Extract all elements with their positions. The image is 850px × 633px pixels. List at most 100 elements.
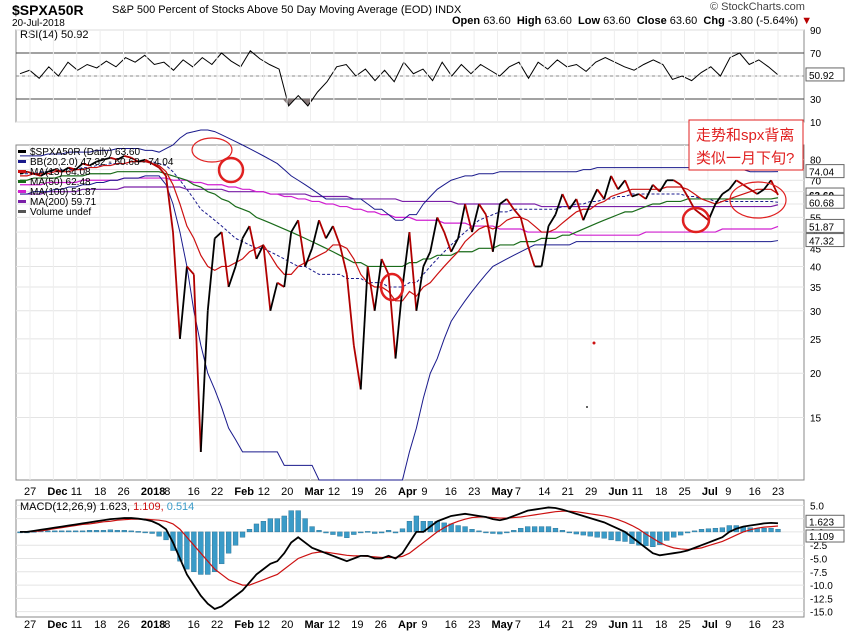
legend-swatch	[18, 180, 26, 183]
price-last-value-label: 47.32	[809, 237, 834, 248]
annotation-circle	[217, 156, 245, 184]
price-segment	[82, 162, 90, 167]
price-segment	[714, 193, 724, 205]
macd-histogram-bar	[163, 531, 169, 541]
chg-down-arrow-icon: ▼	[801, 15, 813, 27]
chart-description: S&P 500 Percent of Stocks Above 50 Day M…	[112, 4, 462, 16]
price-segment	[415, 266, 425, 311]
macd-legend-signal: 1.109,	[133, 501, 167, 513]
price-segment	[478, 203, 487, 216]
price-x-tick-label: 25	[679, 486, 691, 498]
macd-x-tick-label: May	[492, 619, 514, 631]
macd-histogram-bar	[135, 531, 141, 533]
macd-histogram-bar	[323, 531, 329, 534]
macd-histogram-bar	[86, 530, 93, 533]
macd-x-tick-label: 20	[281, 619, 293, 631]
price-segment	[345, 274, 355, 346]
macd-histogram-bar	[52, 530, 58, 533]
price-segment	[192, 274, 202, 452]
price-x-tick-label: 26	[118, 486, 130, 498]
macd-x-tick-label: 12	[328, 619, 340, 631]
open-value: 63.60	[483, 15, 511, 27]
macd-histogram-bar	[295, 510, 301, 533]
macd-histogram-bar	[462, 526, 468, 533]
bb-lower-line	[20, 175, 779, 481]
price-segment	[721, 188, 730, 195]
price-x-tick-label: 19	[351, 486, 363, 498]
price-x-tick-label: 11	[71, 486, 82, 498]
price-last-value-box	[805, 194, 845, 209]
price-segment	[756, 188, 765, 195]
price-x-tick-label: 18	[94, 486, 106, 498]
macd-x-tick-label: 29	[585, 619, 597, 631]
price-tick-label: 35	[810, 283, 822, 294]
macd-histogram-bar	[239, 531, 246, 538]
high-value: 63.60	[544, 15, 572, 27]
price-x-tick-label: Jul	[702, 486, 718, 498]
macd-line	[20, 506, 779, 611]
macd-histogram-bar	[281, 515, 287, 533]
macd-histogram-bar	[72, 530, 79, 533]
ma13-line	[20, 161, 779, 302]
macd-x-tick-label: 14	[538, 619, 550, 631]
price-segment	[693, 208, 703, 216]
price-segment	[659, 179, 668, 193]
macd-histogram-bar	[219, 531, 225, 565]
macd-histogram-bar	[45, 530, 51, 533]
price-segment	[290, 219, 299, 233]
price-segment	[297, 220, 307, 267]
price-segment	[491, 203, 501, 252]
low-value: 63.60	[603, 15, 631, 27]
ohlc-readout: Open 63.60 High 63.60 Low 63.60 Close 63…	[452, 15, 812, 27]
macd-legend-histogram: 0.514	[167, 501, 195, 513]
macd-histogram-bar	[483, 531, 489, 534]
price-x-tick-label: 9	[725, 486, 731, 498]
annotation-circle	[379, 272, 405, 302]
macd-histogram-bar	[232, 531, 239, 546]
price-segment	[422, 251, 432, 267]
price-segment	[165, 175, 174, 233]
chart-date: 20-Jul-2018	[12, 18, 65, 29]
bb-upper-line	[20, 129, 779, 221]
price-segment	[617, 179, 626, 190]
macd-histogram-bar	[260, 521, 267, 533]
price-x-tick-label: 21	[562, 486, 574, 498]
price-x-tick-label: 16	[749, 486, 761, 498]
macd-x-tick-label: 23	[772, 619, 784, 631]
legend-entry: MA(13) 64.08	[30, 167, 91, 178]
macd-histogram-bar	[309, 526, 315, 533]
price-segment	[103, 156, 111, 161]
price-tick-label: 30	[810, 307, 822, 318]
macd-histogram-bar	[476, 530, 482, 533]
rsi-tick-label: 10	[810, 118, 822, 129]
price-panel-frame	[15, 144, 805, 481]
macd-histogram-bar	[601, 531, 607, 539]
price-x-tick-label: 22	[211, 486, 223, 498]
chg-label: Chg	[703, 15, 725, 27]
price-x-tick-label: 11	[632, 486, 643, 498]
legend-entry: MA(50) 62.48	[30, 177, 91, 188]
price-segment	[638, 193, 647, 200]
price-segment	[603, 175, 612, 200]
macd-histogram-bar	[511, 530, 517, 533]
macd-histogram-bar	[761, 527, 767, 533]
price-segment	[499, 198, 508, 205]
price-x-tick-label: 27	[24, 486, 36, 498]
price-segment	[506, 198, 515, 210]
ma200-line	[20, 186, 779, 208]
price-segment	[68, 166, 76, 171]
price-segment	[61, 166, 70, 173]
rsi-legend: RSI(14) 50.92	[20, 29, 88, 41]
macd-x-tick-label: 26	[118, 619, 130, 631]
macd-histogram-bar	[469, 529, 475, 533]
macd-histogram-bar	[538, 526, 545, 533]
macd-x-tick-label: 11	[71, 619, 82, 631]
price-segment	[158, 167, 167, 177]
macd-x-tick-label: 22	[211, 619, 223, 631]
macd-histogram-bar	[545, 526, 552, 533]
macd-x-tick-label: 16	[749, 619, 761, 631]
macd-x-tick-label: 16	[188, 619, 200, 631]
legend-entry: $SPXA50R (Daily) 63.60	[30, 147, 140, 158]
macd-histogram-bar	[330, 531, 336, 535]
rsi-tick-label: 90	[810, 26, 822, 37]
